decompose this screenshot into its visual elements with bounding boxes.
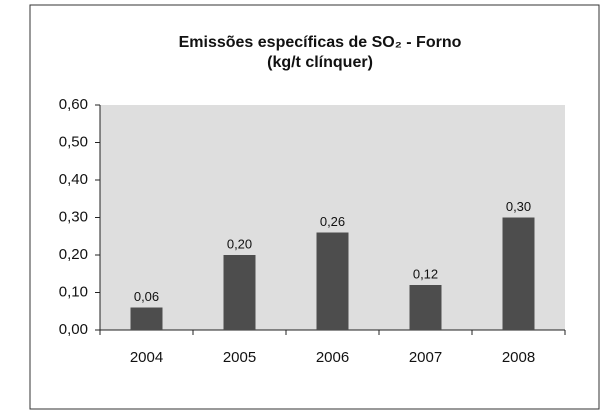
bar — [409, 285, 442, 330]
x-tick-label: 2005 — [223, 349, 256, 366]
y-tick-label: 0,50 — [59, 133, 88, 150]
x-tick-label: 2008 — [502, 349, 535, 366]
bar — [316, 232, 349, 330]
y-tick-label: 0,00 — [59, 321, 88, 338]
value-label: 0,30 — [506, 199, 531, 214]
value-label: 0,20 — [227, 236, 252, 251]
y-tick-label: 0,30 — [59, 208, 88, 225]
x-tick-label: 2007 — [409, 349, 442, 366]
chart-subtitle: (kg/t clínquer) — [267, 54, 373, 71]
value-label: 0,26 — [320, 214, 345, 229]
bar — [130, 307, 163, 330]
y-tick-label: 0,40 — [59, 171, 88, 188]
y-tick-label: 0,20 — [59, 246, 88, 263]
chart-title: Emissões específicas de SO₂ - Forno — [179, 34, 462, 51]
bar — [223, 255, 256, 330]
x-tick-label: 2006 — [316, 349, 349, 366]
y-tick-label: 0,10 — [59, 283, 88, 300]
x-tick-label: 2004 — [130, 349, 163, 366]
value-label: 0,06 — [134, 289, 159, 304]
value-label: 0,12 — [413, 266, 438, 281]
y-tick-label: 0,60 — [59, 96, 88, 113]
bar — [502, 217, 535, 330]
